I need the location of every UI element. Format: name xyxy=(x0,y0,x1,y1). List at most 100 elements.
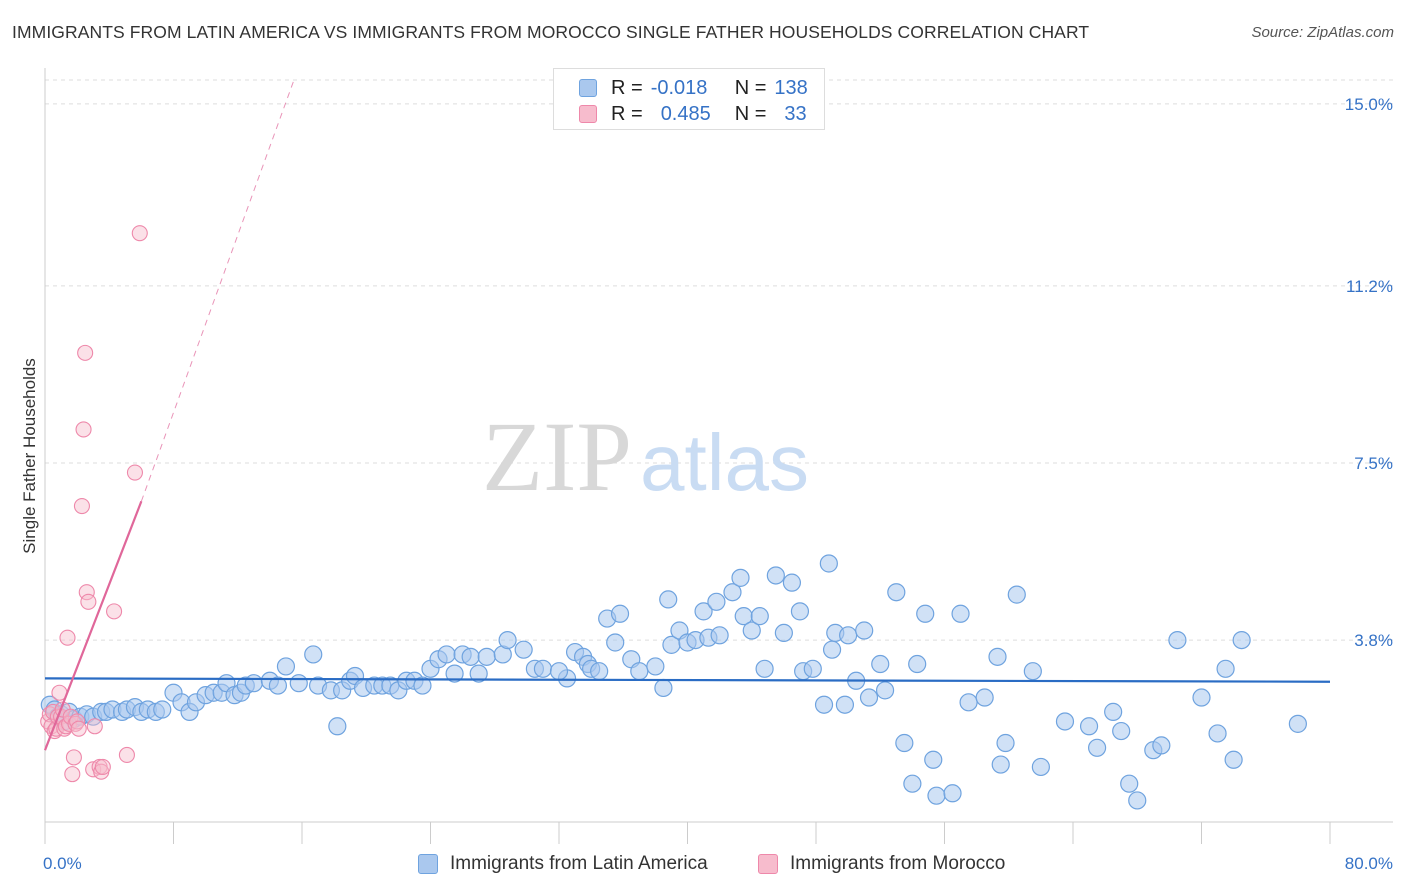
data-point-morocco xyxy=(77,344,94,361)
data-point-latin-america xyxy=(723,583,742,602)
data-point-latin-america xyxy=(610,604,630,623)
data-point-morocco xyxy=(65,749,82,766)
data-point-latin-america xyxy=(694,602,713,621)
data-point-latin-america xyxy=(766,566,785,585)
chart-title: IMMIGRANTS FROM LATIN AMERICA VS IMMIGRA… xyxy=(12,22,1090,42)
data-point-latin-america xyxy=(755,659,774,678)
data-point-morocco xyxy=(73,498,90,515)
data-point-latin-america xyxy=(1152,736,1171,755)
legend-n-value: 138 xyxy=(774,76,808,99)
y-axis-label: Single Father Households xyxy=(20,358,39,554)
y-tick-label: 11.2% xyxy=(1346,277,1393,296)
data-point-latin-america xyxy=(268,676,288,695)
data-point-latin-america xyxy=(533,659,553,678)
data-point-latin-america xyxy=(1168,630,1187,650)
x-tick-label: 0.0% xyxy=(43,854,82,873)
data-point-latin-america xyxy=(996,733,1015,753)
data-point-latin-america xyxy=(461,647,480,666)
legend-r-value: -0.018 xyxy=(650,76,708,99)
data-point-latin-america xyxy=(750,607,769,626)
x-tick-labels: 0.0% 80.0% xyxy=(43,854,1393,873)
data-point-latin-america xyxy=(630,662,649,681)
data-point-latin-america xyxy=(469,664,488,683)
watermark-atlas: atlas xyxy=(640,418,809,507)
data-point-latin-america xyxy=(835,695,855,714)
data-point-latin-america xyxy=(289,674,308,693)
axes xyxy=(44,68,1393,844)
data-point-latin-america xyxy=(943,784,962,803)
bottom-legend-label: Immigrants from Morocco xyxy=(790,853,1006,874)
data-point-latin-america xyxy=(988,647,1007,666)
legend-row-morocco: R = 0.485 N = 33 xyxy=(554,101,807,127)
data-point-latin-america xyxy=(654,678,673,698)
data-point-latin-america xyxy=(908,654,927,674)
data-point-latin-america xyxy=(328,717,347,736)
data-point-latin-america xyxy=(304,645,323,664)
data-point-latin-america xyxy=(646,657,665,676)
y-tick-label: 3.8% xyxy=(1354,631,1393,650)
watermark-zip: ZIP xyxy=(482,401,632,512)
data-point-latin-america xyxy=(951,604,970,623)
data-point-latin-america xyxy=(437,645,456,664)
data-point-latin-america xyxy=(445,664,464,683)
data-point-latin-america xyxy=(1232,630,1251,650)
data-point-morocco xyxy=(118,746,135,764)
data-point-latin-america xyxy=(875,681,895,700)
bottom-legend-morocco: Immigrants from Morocco xyxy=(758,851,1005,877)
trend-line-latin-america xyxy=(44,677,1331,683)
data-point-latin-america xyxy=(916,604,935,623)
bottom-legend-swatch-blue xyxy=(418,854,438,874)
data-point-latin-america xyxy=(871,654,890,674)
data-point-latin-america xyxy=(924,750,943,769)
bottom-legend-label: Immigrants from Latin America xyxy=(450,853,708,874)
series-morocco-points xyxy=(40,225,148,783)
watermark: ZIP atlas xyxy=(482,401,809,512)
trend-lines xyxy=(43,79,1331,751)
data-point-latin-america xyxy=(822,640,842,659)
data-point-morocco xyxy=(59,629,76,646)
data-point-latin-america xyxy=(1288,714,1307,733)
data-point-latin-america xyxy=(606,633,625,652)
data-point-latin-america xyxy=(1007,585,1026,604)
data-point-latin-america xyxy=(859,688,879,707)
gridlines xyxy=(45,79,1393,641)
legend-r-label: R = xyxy=(611,76,643,99)
trend-line-morocco xyxy=(43,500,143,751)
data-point-morocco xyxy=(106,603,123,620)
data-point-latin-america xyxy=(413,676,432,695)
data-point-latin-america xyxy=(927,786,946,805)
data-point-latin-america xyxy=(1087,738,1107,757)
data-point-latin-america xyxy=(514,640,533,659)
data-point-latin-america xyxy=(790,602,810,621)
data-point-latin-america xyxy=(731,568,750,587)
data-point-morocco xyxy=(80,593,97,610)
data-point-latin-america xyxy=(1192,688,1211,707)
legend-n-label: N = xyxy=(734,102,767,125)
data-point-latin-america xyxy=(1055,712,1075,731)
legend-swatch-blue xyxy=(579,79,597,97)
data-point-latin-america xyxy=(855,621,874,640)
data-point-latin-america xyxy=(1224,750,1243,769)
data-point-latin-america xyxy=(803,659,822,678)
data-point-latin-america xyxy=(1079,717,1099,736)
data-point-latin-america xyxy=(959,693,978,712)
data-point-latin-america xyxy=(498,630,517,650)
data-point-morocco xyxy=(75,421,92,438)
data-point-latin-america xyxy=(903,774,922,793)
correlation-legend: R = -0.018 N = 138 R = 0.485 N = 33 xyxy=(553,68,825,130)
data-point-latin-america xyxy=(895,733,914,753)
data-point-latin-america xyxy=(659,590,678,609)
bottom-legend-swatch-pink xyxy=(758,854,778,874)
data-point-latin-america xyxy=(975,688,994,707)
source-label: Source: ZipAtlas.com xyxy=(1251,24,1394,41)
data-point-latin-america xyxy=(590,662,609,681)
y-tick-label: 15.0% xyxy=(1345,95,1393,114)
data-point-latin-america xyxy=(814,695,834,714)
data-point-latin-america xyxy=(1208,724,1227,743)
data-point-latin-america xyxy=(991,755,1010,774)
bottom-legend-latin-america: Immigrants from Latin America xyxy=(418,851,708,877)
data-point-latin-america xyxy=(1023,662,1042,681)
data-point-latin-america xyxy=(1120,774,1139,793)
data-point-morocco xyxy=(64,766,81,783)
